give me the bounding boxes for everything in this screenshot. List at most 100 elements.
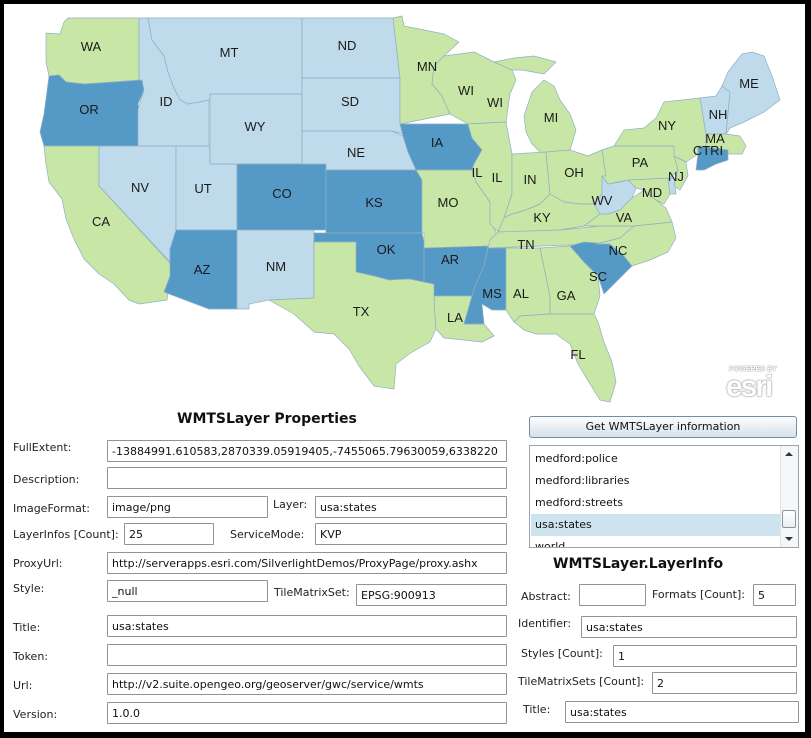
image-format-label: ImageFormat: — [13, 502, 90, 515]
tile-matrix-set-field[interactable]: EPSG:900913 — [356, 584, 507, 606]
state-tx — [268, 241, 437, 390]
usa-states-map[interactable]: WA OR CA ID NV MT WY UT AZ CO NM ND SD N… — [4, 4, 805, 404]
map-view[interactable]: WA OR CA ID NV MT WY UT AZ CO NM ND SD N… — [4, 4, 805, 404]
token-label: Token: — [13, 650, 49, 663]
style-field[interactable]: _null — [107, 580, 268, 602]
properties-title: WMTSLayer Properties — [177, 411, 357, 427]
formats-count-label: Formats [Count]: — [652, 588, 745, 601]
svg-text:IL: IL — [472, 165, 483, 180]
proxy-url-field[interactable]: http://serverapps.esri.com/SilverlightDe… — [107, 552, 507, 574]
svg-text:TN: TN — [517, 237, 534, 252]
layer-list-item[interactable]: world — [535, 540, 566, 548]
description-field[interactable] — [107, 467, 507, 489]
svg-text:IL: IL — [492, 170, 503, 185]
svg-text:CTRI: CTRI — [693, 143, 723, 158]
layer-field[interactable]: usa:states — [315, 496, 507, 518]
powered-by-text: POWERED BY — [729, 366, 777, 373]
layer-info-title: WMTSLayer.LayerInfo — [553, 556, 724, 572]
identifier-field[interactable]: usa:states — [581, 616, 797, 638]
layer-list-item[interactable]: medford:police — [535, 452, 618, 465]
svg-text:NY: NY — [658, 118, 676, 133]
svg-text:ID: ID — [160, 94, 173, 109]
svg-text:UT: UT — [194, 181, 211, 196]
layer-info-title-field[interactable]: usa:states — [565, 701, 799, 723]
svg-text:KS: KS — [365, 195, 383, 210]
state-de — [667, 177, 677, 195]
layer-list-item[interactable]: medford:libraries — [535, 474, 630, 487]
svg-text:WY: WY — [245, 119, 266, 134]
scroll-up-arrow-icon[interactable] — [785, 452, 793, 456]
svg-text:MI: MI — [544, 110, 558, 125]
state-me — [721, 51, 781, 135]
svg-text:MT: MT — [220, 45, 239, 60]
svg-text:TX: TX — [353, 304, 370, 319]
svg-text:VA: VA — [616, 210, 633, 225]
svg-text:AR: AR — [441, 252, 459, 267]
svg-text:NE: NE — [347, 145, 365, 160]
title-field[interactable]: usa:states — [107, 615, 507, 637]
styles-count-label: Styles [Count]: — [521, 647, 603, 660]
svg-text:MA: MA — [705, 131, 725, 146]
description-label: Description: — [13, 473, 80, 486]
svg-text:MD: MD — [642, 185, 662, 200]
app-frame: WA OR CA ID NV MT WY UT AZ CO NM ND SD N… — [4, 4, 805, 732]
layer-list-item-selected[interactable]: usa:states — [531, 514, 781, 536]
layer-info-title-label: Title: — [523, 703, 551, 716]
svg-text:AL: AL — [513, 286, 529, 301]
svg-text:PA: PA — [632, 155, 649, 170]
svg-text:MS: MS — [482, 286, 502, 301]
svg-text:CO: CO — [272, 186, 292, 201]
state-or — [39, 74, 145, 147]
svg-text:NV: NV — [131, 180, 149, 195]
service-mode-field[interactable]: KVP — [315, 523, 507, 545]
version-label: Version: — [13, 708, 58, 721]
token-field[interactable] — [107, 644, 507, 666]
full-extent-label: FullExtent: — [13, 441, 72, 454]
url-label: Url: — [13, 679, 33, 692]
layer-label: Layer: — [273, 498, 308, 511]
state-fl — [513, 313, 617, 403]
svg-text:SD: SD — [341, 94, 359, 109]
tile-matrix-set-label: TileMatrixSet: — [274, 586, 350, 599]
layer-list-item[interactable]: medford:streets — [535, 496, 623, 509]
image-format-field[interactable]: image/png — [107, 496, 268, 518]
scroll-down-arrow-icon[interactable] — [785, 537, 793, 541]
svg-text:NJ: NJ — [668, 169, 684, 184]
esri-logo: esri — [726, 370, 773, 403]
abstract-label: Abstract: — [521, 590, 571, 603]
svg-text:OR: OR — [79, 102, 99, 117]
layer-infos-count-field[interactable]: 25 — [124, 523, 214, 545]
svg-text:MN: MN — [417, 59, 437, 74]
abstract-field[interactable] — [579, 584, 646, 606]
identifier-label: Identifier: — [518, 617, 572, 630]
svg-text:MO: MO — [438, 195, 459, 210]
layer-list[interactable]: medford:police medford:libraries medford… — [529, 445, 799, 548]
layer-list-scrollbar[interactable] — [780, 446, 798, 547]
svg-text:KY: KY — [533, 210, 551, 225]
version-field[interactable]: 1.0.0 — [107, 702, 507, 724]
state-labels: WA OR CA ID NV MT WY UT AZ CO NM ND SD N… — [79, 38, 759, 362]
url-field[interactable]: http://v2.suite.opengeo.org/geoserver/gw… — [107, 673, 507, 695]
style-label: Style: — [13, 582, 45, 595]
full-extent-field[interactable]: -13884991.610583,2870339.05919405,-74550… — [107, 440, 507, 462]
proxy-url-label: ProxyUrl: — [13, 557, 63, 570]
state-mi — [493, 55, 577, 155]
svg-text:NC: NC — [609, 243, 628, 258]
svg-text:LA: LA — [447, 310, 463, 325]
tile-matrix-sets-count-field[interactable]: 2 — [652, 672, 797, 694]
state-sc — [569, 241, 633, 295]
svg-text:WA: WA — [81, 39, 102, 54]
state-nc — [595, 221, 677, 267]
service-mode-label: ServiceMode: — [230, 528, 305, 541]
styles-count-field[interactable]: 1 — [613, 645, 797, 667]
get-wmts-layer-info-button[interactable]: Get WMTSLayer information — [529, 416, 797, 438]
title-label: Title: — [13, 621, 41, 634]
svg-text:FL: FL — [570, 347, 585, 362]
scroll-thumb[interactable] — [782, 510, 796, 528]
state-nj — [673, 155, 689, 191]
svg-text:ND: ND — [338, 38, 357, 53]
svg-text:GA: GA — [557, 288, 576, 303]
svg-text:OK: OK — [377, 242, 396, 257]
formats-count-field[interactable]: 5 — [753, 584, 796, 606]
svg-text:WI: WI — [487, 95, 503, 110]
